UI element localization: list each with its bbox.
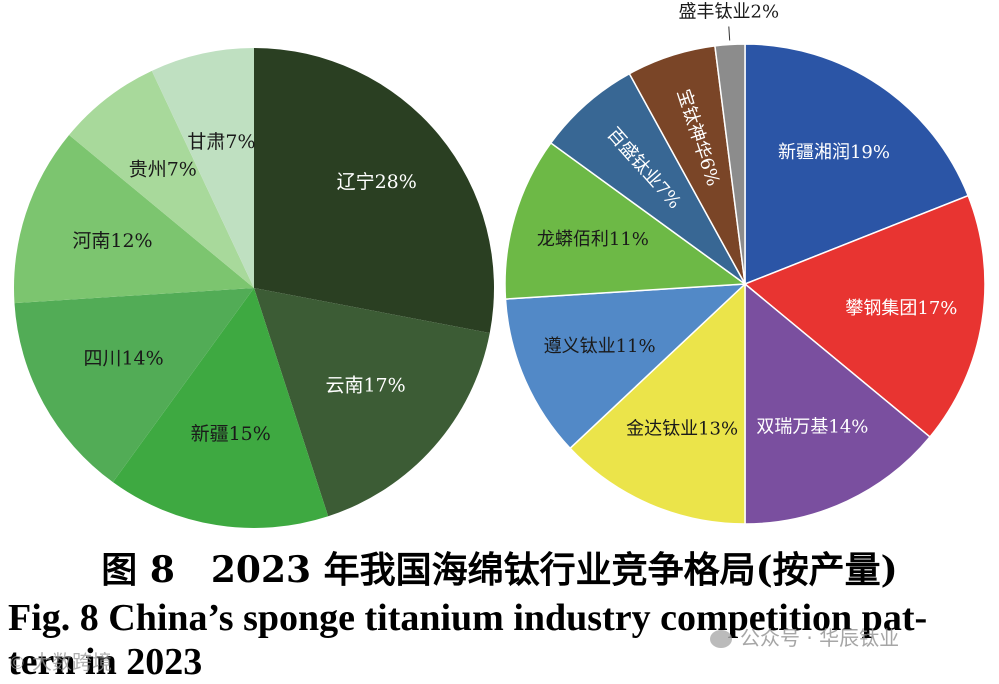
province-slice-7 [151,47,254,288]
company-label-2: 攀钢集团17% [845,298,957,319]
company-slice-2 [743,194,986,439]
company-slice-6 [504,141,748,300]
figure-caption-chinese: 图 8 2023 年我国海绵钛行业竞争格局(按产量) [101,549,898,591]
province-slice-4 [14,288,254,483]
company-slice-9 [714,43,746,285]
pie-charts: 辽宁28% 云南17% 新疆15% 四川14% 河南12% 贵州7% 甘肃7% 新疆湘润19… [13,2,986,528]
pie-chart-companies: 新疆湘润19% 攀钢集团17% 双瑞万基14% 金达钛业13% 遵义钛业11% 龙蟒佰利1… [504,2,986,525]
watermark-right: 公众号 · 华辰钛业 [710,622,899,651]
company-label-3: 双瑞万基14% [756,416,868,437]
province-label-5: 河南12% [72,230,152,252]
province-slice-3 [112,288,329,528]
company-slice-5 [504,283,748,450]
caption-english-line-1: Fig. 8 China’s sponge titanium industry … [8,597,928,639]
province-slice-5 [13,135,255,304]
company-slice-7 [549,72,746,285]
watermark-logo-icon: © [8,653,26,674]
watermark-left: © 大数跨境 [8,646,112,675]
company-label-6: 龙蟒佰利11% [537,229,649,250]
province-label-6: 贵州7% [129,158,197,180]
province-label-2: 云南17% [325,374,405,396]
company-leader-line-9 [728,26,731,41]
company-slice-3 [744,282,931,525]
company-slice-4 [568,282,746,525]
watermark-right-text: 公众号 · 华辰钛业 [740,626,900,650]
province-slice-2 [254,288,490,517]
company-label-9: 盛丰钛业2% [679,2,780,23]
company-slice-1 [744,43,970,286]
wechat-icon [710,630,732,648]
company-label-5: 遵义钛业11% [544,336,656,357]
figure-caption-english: Fig. 8 China’s sponge titanium industry … [8,596,927,684]
province-slice-6 [69,70,254,288]
company-label-4: 金达钛业13% [626,418,738,439]
province-label-3: 新疆15% [191,423,271,445]
province-label-1: 辽宁28% [337,171,417,193]
province-slice-1 [254,48,495,333]
province-label-4: 四川14% [83,348,163,370]
pie-chart-provinces: 辽宁28% 云南17% 新疆15% 四川14% 河南12% 贵州7% 甘肃7% [13,47,495,528]
company-label-1: 新疆湘润19% [778,142,890,163]
province-label-7: 甘肃7% [187,131,255,153]
watermark-left-text: 大数跨境 [32,650,112,674]
